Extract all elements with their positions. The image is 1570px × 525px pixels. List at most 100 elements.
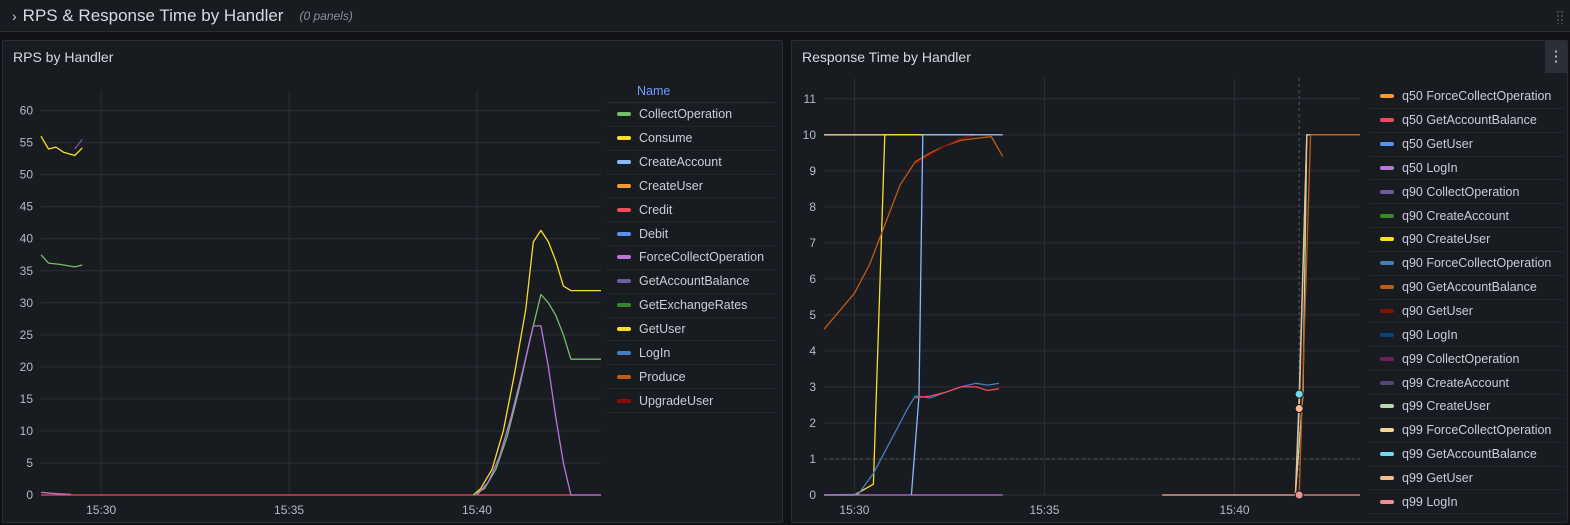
legend-item[interactable]: GetAccountBalance (607, 270, 775, 294)
hover-point (1294, 404, 1304, 414)
y-tick-label: 5 (26, 456, 33, 470)
legend-label: q90 GetUser (1402, 304, 1473, 319)
legend-item[interactable]: UpgradeUser (607, 389, 775, 413)
legend-swatch-icon (617, 207, 631, 212)
legend-item[interactable]: q99 CollectOperation (1370, 347, 1565, 372)
legend-label: q99 CollectOperation (1402, 351, 1520, 366)
legend-label: Debit (639, 226, 669, 241)
legend-item[interactable]: q90 CreateUser (1370, 228, 1565, 252)
legend-item[interactable]: LogIn (607, 341, 775, 366)
series-line (476, 325, 601, 496)
panel-title[interactable]: RPS by Handler (13, 49, 114, 65)
legend-item[interactable]: q90 LogIn (1370, 323, 1565, 348)
y-tick-label: 40 (20, 232, 34, 246)
legend-item[interactable]: q90 GetUser (1370, 300, 1565, 324)
series-line (823, 382, 1000, 496)
chevron-right-icon[interactable]: › (12, 7, 17, 24)
series-line (74, 138, 83, 150)
legend-item[interactable]: q99 LogIn (1370, 490, 1565, 515)
panel-menu-icon[interactable]: ⋮ (1545, 41, 1567, 73)
legend-item[interactable]: q99 CreateAccount (1370, 371, 1565, 395)
y-tick-label: 8 (809, 200, 816, 214)
legend-label: q90 CreateUser (1402, 232, 1491, 247)
legend-item[interactable]: q90 ForceCollectOperation (1370, 252, 1565, 276)
legend-label: CreateUser (639, 178, 703, 193)
y-tick-label: 7 (809, 236, 816, 250)
legend-item[interactable]: q90 GetAccountBalance (1370, 276, 1565, 300)
y-tick-label: 9 (809, 164, 816, 178)
legend-label: q99 LogIn (1402, 494, 1458, 509)
legend-item[interactable]: Produce (607, 365, 775, 390)
legend-item[interactable]: Credit (607, 198, 775, 223)
response-time-chart[interactable]: 0 1 2 3 4 5 6 7 8 9 10 11 15:30 15:35 15:40 (792, 41, 1367, 523)
series-line (910, 134, 1003, 496)
legend-label: q99 GetAccountBalance (1402, 447, 1537, 462)
legend-item[interactable]: GetUser (607, 318, 775, 342)
y-tick-label: 3 (809, 380, 816, 394)
legend-swatch-icon (617, 231, 631, 236)
legend-swatch-icon (1380, 356, 1394, 361)
response-time-panel[interactable]: Response Time by Handler ⋮ 0 1 2 3 4 5 6 7 8 9 10 1… (791, 40, 1568, 523)
series-line (40, 135, 83, 157)
legend-swatch-icon (617, 183, 631, 188)
legend-label: q99 CreateAccount (1402, 375, 1510, 390)
legend-swatch-icon (1380, 285, 1394, 290)
legend-item[interactable]: Debit (607, 222, 775, 247)
legend-swatch-icon (617, 279, 631, 284)
legend-swatch-icon (1380, 213, 1394, 218)
legend-swatch-icon (1380, 452, 1394, 457)
legend-item[interactable]: CreateUser (607, 175, 775, 199)
y-tick-label: 2 (809, 416, 816, 430)
x-tick-label: 15:40 (462, 503, 492, 517)
legend-label: q99 GetUser (1402, 470, 1473, 485)
series-line (40, 254, 83, 268)
legend-swatch-icon (1380, 499, 1394, 504)
legend-item[interactable]: q50 GetUser (1370, 133, 1565, 157)
drag-handle-icon[interactable] (1556, 10, 1564, 24)
legend-label: q50 ForceCollectOperation (1402, 89, 1552, 104)
legend-swatch-icon (1380, 261, 1394, 266)
legend-swatch-icon (1380, 404, 1394, 409)
legend-swatch-icon (617, 374, 631, 379)
legend-swatch-icon (617, 136, 631, 141)
legend-swatch-icon (1380, 428, 1394, 433)
x-tick-label: 15:35 (274, 503, 304, 517)
legend-label: q50 GetUser (1402, 137, 1473, 152)
legend-item[interactable]: CollectOperation (607, 103, 775, 127)
rps-chart[interactable]: 0 5 10 15 20 25 30 35 40 45 50 55 60 15:30 15:35 15:40 (3, 41, 603, 523)
legend-item[interactable]: q90 CreateAccount (1370, 204, 1565, 229)
legend-item[interactable]: q50 GetAccountBalance (1370, 109, 1565, 133)
legend-item[interactable]: Consume (607, 127, 775, 151)
legend-item[interactable]: q99 CreateUser (1370, 395, 1565, 419)
legend-item[interactable]: q99 GetAccountBalance (1370, 443, 1565, 467)
legend-label: q90 ForceCollectOperation (1402, 256, 1552, 271)
legend-label: q50 GetAccountBalance (1402, 113, 1537, 128)
series-line (472, 229, 601, 496)
legend-swatch-icon (617, 398, 631, 403)
legend-item[interactable]: q99 GetUser (1370, 467, 1565, 491)
legend-header-name[interactable]: Name (607, 79, 775, 103)
legend-label: CollectOperation (639, 107, 733, 122)
legend-label: CreateAccount (639, 155, 722, 170)
legend-item[interactable]: ForceCollectOperation (607, 246, 775, 270)
legend-swatch-icon (617, 350, 631, 355)
legend-item[interactable]: q50 ForceCollectOperation (1370, 85, 1565, 109)
legend-item[interactable]: q99 ForceCollectOperation (1370, 419, 1565, 443)
legend-label: GetExchangeRates (639, 298, 748, 313)
legend-item[interactable]: q90 CollectOperation (1370, 180, 1565, 205)
legend-label: q90 LogIn (1402, 327, 1458, 342)
y-tick-label: 30 (20, 296, 34, 310)
legend-item[interactable]: CreateAccount (607, 151, 775, 175)
row-title: RPS & Response Time by Handler (22, 5, 284, 25)
legend-item[interactable]: GetExchangeRates (607, 294, 775, 318)
panel-title[interactable]: Response Time by Handler (802, 49, 971, 65)
legend-item[interactable]: q50 LogIn (1370, 157, 1565, 181)
legend-swatch-icon (1380, 380, 1394, 385)
y-tick-label: 5 (809, 308, 816, 322)
rps-panel[interactable]: RPS by Handler 0 5 10 15 20 25 30 35 40 45 50 55 60 1… (2, 40, 783, 523)
row-header[interactable]: › RPS & Response Time by Handler (0 pane… (0, 0, 1570, 32)
legend-swatch-icon (1380, 142, 1394, 147)
legend-label: q90 CollectOperation (1402, 184, 1520, 199)
series-line (472, 293, 601, 496)
x-tick-label: 15:30 (839, 503, 869, 517)
